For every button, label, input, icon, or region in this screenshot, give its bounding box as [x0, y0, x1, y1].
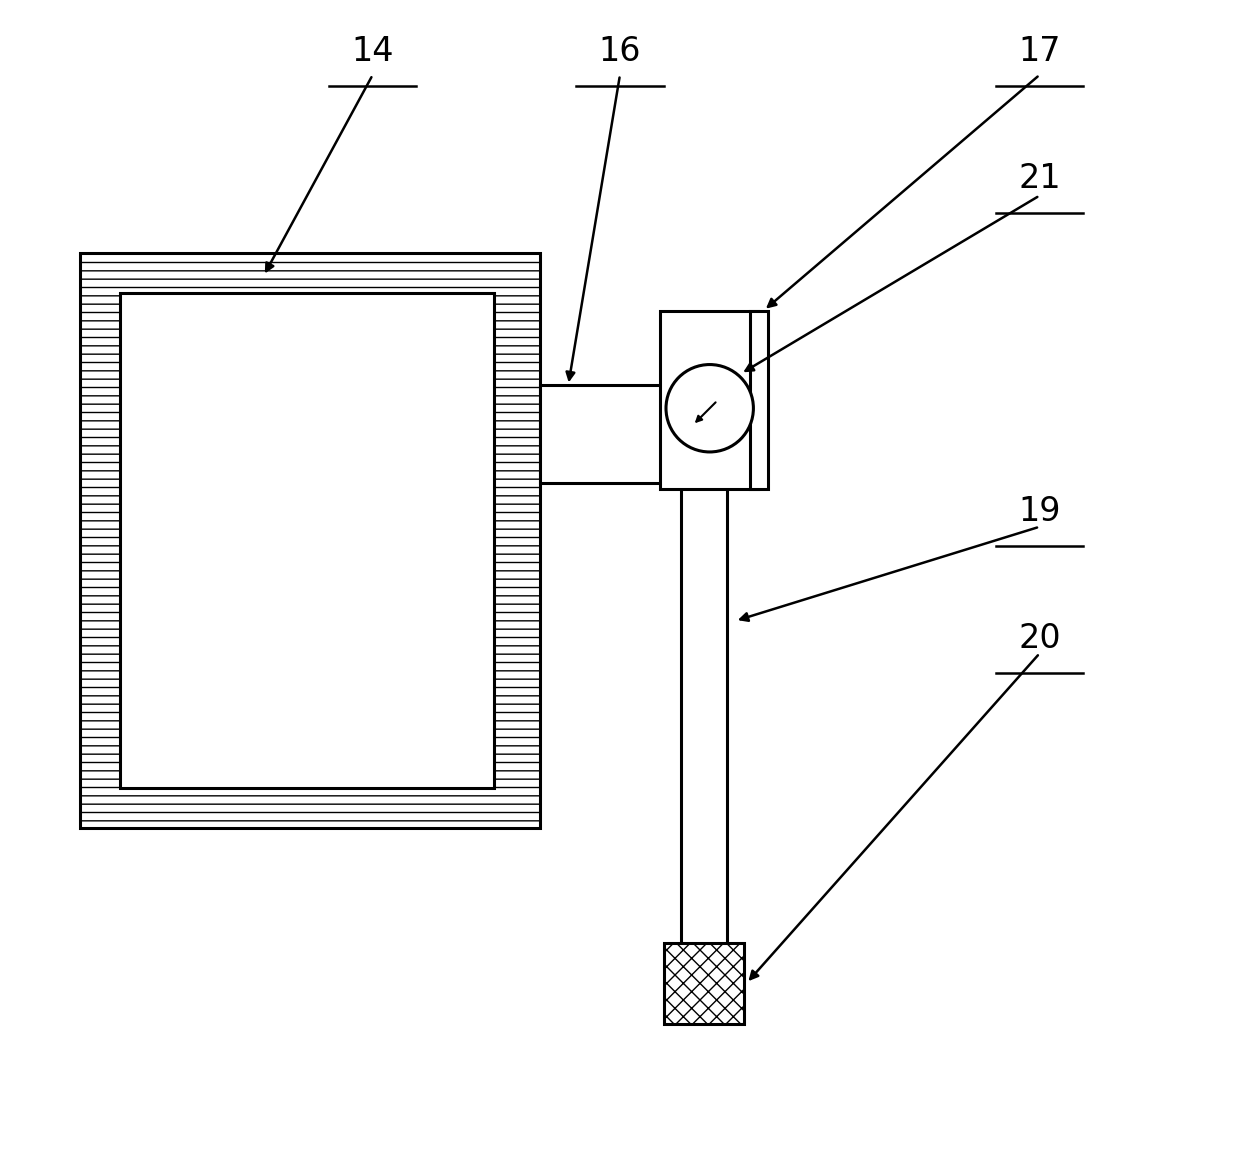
Bar: [681, 477, 727, 1006]
Text: 20: 20: [1018, 622, 1061, 654]
Bar: [120, 293, 494, 788]
Bar: [539, 385, 677, 483]
Text: 19: 19: [1018, 496, 1061, 528]
Bar: [663, 943, 744, 1024]
Circle shape: [666, 365, 754, 452]
Bar: [750, 310, 769, 489]
Text: 14: 14: [351, 36, 394, 68]
Text: 17: 17: [1018, 36, 1061, 68]
Bar: [79, 253, 539, 828]
Text: 21: 21: [1018, 162, 1061, 194]
Text: 16: 16: [599, 36, 641, 68]
Bar: [660, 310, 758, 489]
